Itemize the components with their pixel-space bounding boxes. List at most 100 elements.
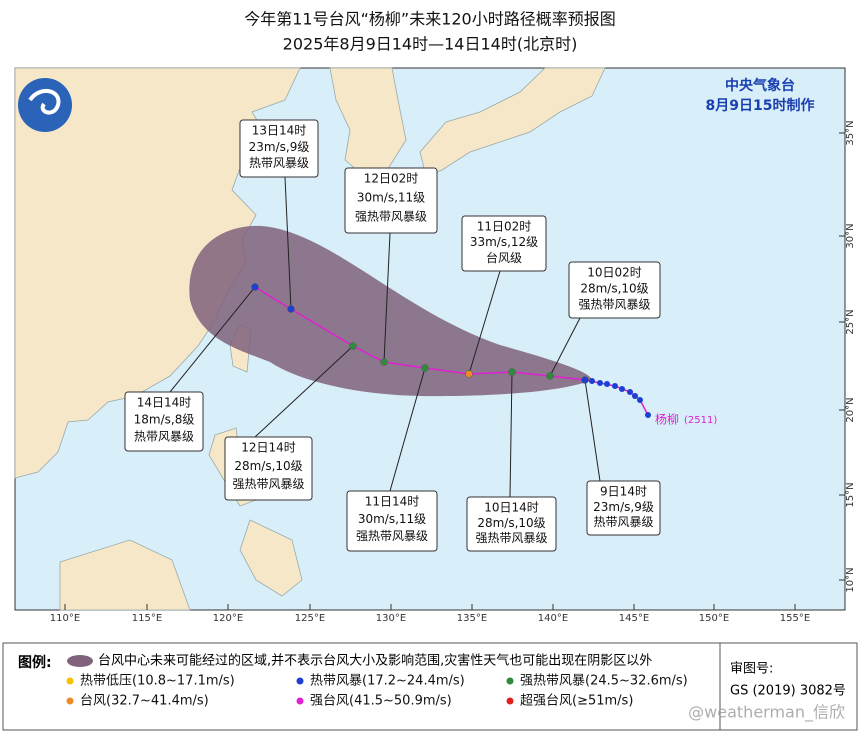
leader-line <box>383 232 391 363</box>
legend-cone-swatch <box>67 655 93 667</box>
lon-label: 150°E <box>699 613 729 624</box>
legend-dot <box>296 677 304 685</box>
legend-dot <box>296 697 304 705</box>
lon-label: 120°E <box>213 613 243 624</box>
forecast-point <box>581 376 589 384</box>
callout-box <box>346 490 438 552</box>
watermark: @weatherman_信欣 <box>688 703 845 723</box>
callout-category: 强热带风暴级 <box>578 298 650 312</box>
callout-wind: 18m/s,8级 <box>134 413 195 427</box>
lat-label: 20°N <box>845 397 856 422</box>
legend-label: 强台风(41.5~50.9m/s) <box>310 694 452 709</box>
lon-label: 125°E <box>295 613 325 624</box>
leader-line <box>549 317 581 377</box>
callout-time: 11日02时 <box>477 220 532 234</box>
callout-time: 10日02时 <box>587 266 642 280</box>
lon-label: 110°E <box>50 613 80 624</box>
callout-time: 13日14时 <box>252 124 307 138</box>
legend-dot <box>66 677 74 685</box>
probability-cone <box>189 225 592 397</box>
title: 今年第11号台风“杨柳”未来120小时路径概率预报图 <box>244 10 615 29</box>
approval-number: GS (2019) 3082号 <box>730 684 846 699</box>
lon-label: 115°E <box>132 613 162 624</box>
callout-wind: 23m/s,9级 <box>593 500 654 514</box>
callout-box <box>568 261 661 319</box>
callout-category: 强热带风暴级 <box>232 477 304 491</box>
callout-wind: 28m/s,10级 <box>477 516 545 530</box>
issue-time: 8月9日15时制作 <box>706 97 815 114</box>
forecast-point <box>508 368 516 376</box>
callout-category: 强热带风暴级 <box>475 531 547 545</box>
lon-label: 140°E <box>538 613 568 624</box>
lon-label: 130°E <box>376 613 406 624</box>
callout-time: 9日14时 <box>600 485 647 499</box>
lat-label: 25°N <box>845 309 856 334</box>
callout-category: 热带风暴级 <box>249 156 309 170</box>
callout-box <box>239 119 319 178</box>
legend-frame <box>2 642 858 731</box>
storm-code: (2511) <box>684 415 717 426</box>
forecast-point <box>380 358 388 366</box>
callout-category: 台风级 <box>486 250 522 265</box>
legend-label: 热带低压(10.8~17.1m/s) <box>80 674 235 689</box>
callout-box <box>586 480 661 536</box>
callout-box <box>224 436 313 501</box>
legend-label: 强热带风暴(24.5~32.6m/s) <box>520 674 688 689</box>
forecast-point <box>546 372 554 380</box>
leader-line <box>509 371 513 498</box>
leader-line <box>169 286 256 393</box>
callout-wind: 33m/s,12级 <box>470 235 538 249</box>
callout-category: 热带风暴级 <box>593 515 653 529</box>
lat-label: 10°N <box>845 567 856 592</box>
legend: 图例: 台风中心未来可能经过的区域,并不表示台风大小及影响范围,灾害性天气也可能… <box>2 642 858 731</box>
callout-category: 强热带风暴级 <box>356 529 428 543</box>
legend-dot <box>66 697 74 705</box>
forecast-point <box>287 305 295 313</box>
callout-wind: 30m/s,11级 <box>357 191 425 205</box>
lat-label: 15°N <box>845 482 856 507</box>
callout-time: 11日14时 <box>365 495 420 509</box>
forecast-point <box>349 342 357 350</box>
legend-dot <box>506 677 514 685</box>
callout-box <box>124 391 204 452</box>
legend-label: 热带风暴(17.2~24.4m/s) <box>310 674 465 689</box>
callout-wind: 30m/s,11级 <box>358 512 426 526</box>
leader-line <box>254 345 354 438</box>
lon-label: 145°E <box>619 613 649 624</box>
lon-label: 135°E <box>457 613 487 624</box>
land <box>14 67 606 611</box>
legend-title: 图例: <box>18 654 52 671</box>
callout-box <box>344 167 438 234</box>
logo-swirl <box>28 89 61 115</box>
leader-line <box>284 176 292 310</box>
lat-label: 30°N <box>845 223 856 248</box>
callout-time: 10日14时 <box>484 501 539 515</box>
forecast-point <box>421 364 429 372</box>
callout-wind: 28m/s,10级 <box>234 459 302 473</box>
storm-name: 杨柳 <box>655 412 679 427</box>
map: 中央气象台 8月9日15时制作 杨柳 (2511) <box>14 67 846 611</box>
leader-line <box>389 367 426 492</box>
callout-box <box>461 215 547 272</box>
approval-label: 审图号: <box>730 662 773 677</box>
lat-label: 35°N <box>845 120 856 145</box>
leader-line <box>468 270 501 375</box>
legend-dot <box>506 697 514 705</box>
callout-time: 12日02时 <box>364 172 419 186</box>
callout-time: 14日14时 <box>137 396 192 410</box>
callout-wind: 23m/s,9级 <box>249 140 310 154</box>
agency-name: 中央气象台 <box>725 77 795 94</box>
forecast-point <box>251 283 259 291</box>
past-points <box>589 378 651 418</box>
leader-line <box>584 379 601 482</box>
callout-category: 强热带风暴级 <box>355 210 427 224</box>
callout-box <box>466 496 557 552</box>
legend-label: 超强台风(≥51m/s) <box>520 694 633 709</box>
legend-label: 台风(32.7~41.4m/s) <box>80 694 209 709</box>
callout-category: 热带风暴级 <box>134 430 194 444</box>
callout-time: 12日14时 <box>241 441 296 455</box>
forecast-point <box>465 370 473 378</box>
lon-label: 155°E <box>780 613 810 624</box>
subtitle: 2025年8月9日14时—14日14时(北京时) <box>283 35 578 54</box>
